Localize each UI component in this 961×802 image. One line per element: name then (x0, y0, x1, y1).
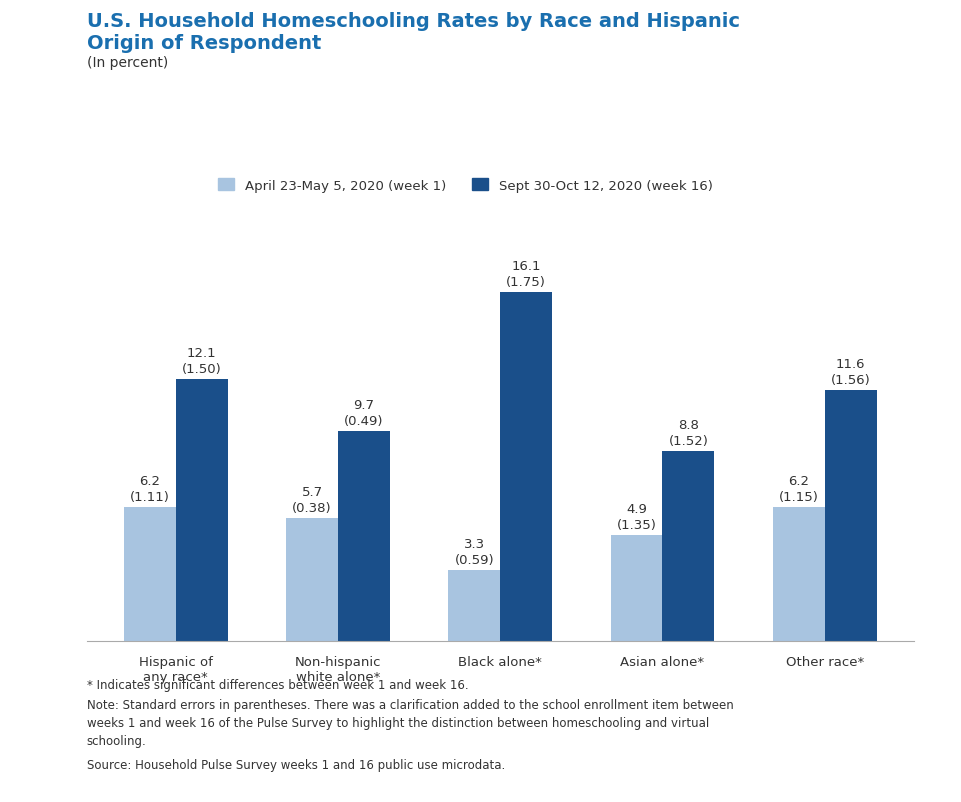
Bar (610, 536, 662, 642)
Text: (In percent): (In percent) (86, 56, 167, 70)
Bar (337, 431, 389, 642)
Text: 4.9
(1.35): 4.9 (1.35) (616, 503, 655, 532)
Text: U.S. Household Homeschooling Rates by Race and Hispanic: U.S. Household Homeschooling Rates by Ra… (86, 12, 739, 31)
Legend: April 23-May 5, 2020 (week 1), Sept 30-Oct 12, 2020 (week 16): April 23-May 5, 2020 (week 1), Sept 30-O… (218, 179, 712, 192)
Text: 12.1
(1.50): 12.1 (1.50) (182, 346, 221, 375)
Text: 6.2
(1.11): 6.2 (1.11) (130, 475, 169, 504)
Text: 6.2
(1.15): 6.2 (1.15) (778, 475, 818, 504)
Bar (772, 508, 824, 642)
Text: 8.8
(1.52): 8.8 (1.52) (668, 418, 707, 448)
Text: Source: Household Pulse Survey weeks 1 and 16 public use microdata.: Source: Household Pulse Survey weeks 1 a… (86, 758, 505, 771)
Bar (176, 379, 228, 642)
Text: * Indicates significant differences between week 1 and week 16.: * Indicates significant differences betw… (86, 678, 468, 691)
Bar (662, 451, 714, 642)
Bar (124, 508, 176, 642)
Bar (285, 518, 337, 642)
Bar (448, 570, 500, 642)
Text: 16.1
(1.75): 16.1 (1.75) (505, 260, 546, 289)
Text: Origin of Respondent: Origin of Respondent (86, 34, 321, 53)
Text: 3.3
(0.59): 3.3 (0.59) (454, 537, 494, 566)
Text: 9.7
(0.49): 9.7 (0.49) (344, 399, 383, 427)
Bar (824, 391, 875, 642)
Text: Note: Standard errors in parentheses. There was a clarification added to the sch: Note: Standard errors in parentheses. Th… (86, 698, 732, 747)
Bar (500, 293, 552, 642)
Text: 5.7
(0.38): 5.7 (0.38) (292, 485, 332, 514)
Text: 11.6
(1.56): 11.6 (1.56) (830, 358, 870, 387)
